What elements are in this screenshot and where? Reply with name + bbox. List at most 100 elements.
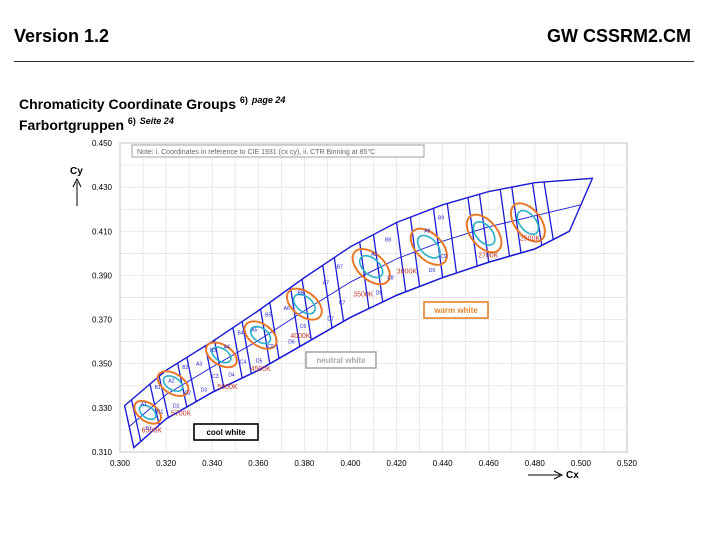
x-tick-label: 0.340 bbox=[202, 459, 223, 468]
macadam-ellipse-outer bbox=[285, 287, 323, 321]
x-tick-label: 0.320 bbox=[156, 459, 177, 468]
warm-white-label: warm white bbox=[433, 306, 478, 315]
bin-label: C3 bbox=[212, 374, 219, 380]
title-german: Farbortgruppen 6) Seite 24 bbox=[19, 116, 174, 133]
bin-label: C8 bbox=[387, 275, 394, 281]
warm-white-box bbox=[423, 301, 489, 319]
macadam-ellipse-inner bbox=[358, 254, 384, 279]
macadam-ellipse-outer bbox=[205, 341, 238, 369]
cct-label: 6500K bbox=[142, 427, 163, 434]
bin-label: C4 bbox=[240, 359, 247, 365]
macadam-ellipse-outer bbox=[156, 370, 190, 397]
y-tick-label: 0.310 bbox=[92, 448, 113, 457]
macadam-ellipse-inner bbox=[138, 404, 157, 421]
bin-label: A8 bbox=[371, 252, 377, 258]
y-tick-label: 0.450 bbox=[92, 139, 113, 148]
y-tick-label: 0.390 bbox=[92, 271, 113, 280]
bin-label: B6 bbox=[297, 290, 303, 296]
macadam-ellipse-inner bbox=[292, 293, 316, 315]
x-tick-label: 0.300 bbox=[110, 459, 131, 468]
cool-white-label: cool white bbox=[206, 428, 246, 437]
cct-label: 2700K bbox=[478, 252, 499, 259]
macadam-ellipse-outer bbox=[133, 399, 162, 425]
bin-label: B4 bbox=[238, 331, 244, 337]
bin-label: D5 bbox=[256, 359, 263, 365]
bin-label: D9 bbox=[429, 268, 436, 274]
x-tick-label: 0.440 bbox=[433, 459, 454, 468]
bin-label: B5 bbox=[265, 313, 271, 319]
bin-label: D4 bbox=[228, 373, 235, 379]
bin-label: A2 bbox=[168, 379, 174, 385]
cct-label: 5700K bbox=[171, 411, 192, 418]
cct-label: 4000K bbox=[290, 333, 311, 340]
bin-label: D3 bbox=[201, 387, 208, 393]
macadam-ellipse-outer bbox=[409, 227, 448, 266]
cct-label: 4500K bbox=[251, 366, 272, 373]
bin-label: D2 bbox=[173, 404, 180, 410]
cct-label: 2500K bbox=[520, 235, 541, 242]
bin-label: C2 bbox=[185, 390, 192, 396]
header-divider bbox=[14, 61, 694, 62]
bin-label: C7 bbox=[339, 301, 346, 307]
bin-label: B3 bbox=[210, 348, 216, 354]
bin-label: A4 bbox=[224, 345, 230, 351]
macadam-ellipse-inner bbox=[472, 221, 496, 246]
x-tick-label: 0.400 bbox=[340, 459, 361, 468]
bin-label: B9 bbox=[438, 216, 444, 222]
title-english: Chromaticity Coordinate Groups 6) page 2… bbox=[19, 95, 286, 112]
bin-label: B2 bbox=[182, 365, 188, 371]
macadam-ellipse-inner bbox=[162, 375, 184, 393]
y-tick-label: 0.370 bbox=[92, 316, 113, 325]
y-tick-label: 0.430 bbox=[92, 183, 113, 192]
document-code: GW CSSRM2.CM bbox=[547, 26, 691, 46]
x-tick-label: 0.360 bbox=[248, 459, 269, 468]
bin-label: C6 bbox=[300, 324, 307, 330]
section-title: Chromaticity Coordinate Groups 6) page 2… bbox=[19, 92, 285, 134]
bin-label: B8 bbox=[385, 238, 391, 244]
macadam-ellipse-outer bbox=[243, 320, 278, 350]
macadam-ellipse-outer bbox=[465, 213, 503, 254]
x-tick-label: 0.460 bbox=[479, 459, 500, 468]
x-tick-label: 0.520 bbox=[617, 459, 638, 468]
bin-label: D1 bbox=[145, 426, 152, 432]
macadam-ellipse-inner bbox=[211, 346, 232, 364]
bin-label: C9 bbox=[440, 254, 447, 260]
macadam-ellipse-outer bbox=[351, 247, 391, 286]
note-box bbox=[131, 144, 425, 158]
bin-divider bbox=[543, 181, 554, 240]
x-axis-label: Cx bbox=[566, 470, 579, 481]
y-tick-label: 0.350 bbox=[92, 360, 113, 369]
bin-label: D8 bbox=[376, 290, 383, 296]
x-tick-label: 0.420 bbox=[387, 459, 408, 468]
y-tick-label: 0.330 bbox=[92, 404, 113, 413]
bin-label: C1 bbox=[157, 409, 164, 415]
macadam-ellipse-outer bbox=[509, 202, 546, 243]
x-tick-label: 0.380 bbox=[294, 459, 315, 468]
y-axis-label: Cy bbox=[70, 166, 83, 177]
cct-label: 5000K bbox=[217, 384, 238, 391]
bin-label: B7 bbox=[337, 264, 343, 270]
bin-label: D6 bbox=[288, 340, 295, 346]
neutral-white-box bbox=[305, 351, 377, 369]
bin-label: A7 bbox=[323, 280, 329, 286]
y-tick-label: 0.410 bbox=[92, 227, 113, 236]
cct-label: 3000K bbox=[397, 269, 418, 276]
cct-label: 3500K bbox=[353, 292, 374, 299]
version-label: Version 1.2 bbox=[14, 26, 110, 46]
macadam-ellipse-inner bbox=[416, 234, 441, 259]
bin-label: A3 bbox=[196, 362, 202, 368]
bin-label: C5 bbox=[267, 344, 274, 350]
y-axis-arrow-head bbox=[72, 177, 82, 188]
bin-label: D7 bbox=[327, 316, 334, 322]
x-tick-label: 0.480 bbox=[525, 459, 546, 468]
neutral-white-label: neutral white bbox=[316, 356, 366, 365]
bin-label: A5 bbox=[251, 328, 257, 334]
bin-band-lower bbox=[133, 230, 570, 449]
x-axis-arrow-head bbox=[553, 470, 564, 480]
bin-label: A1 bbox=[141, 402, 147, 408]
x-tick-label: 0.500 bbox=[571, 459, 592, 468]
macadam-ellipse-inner bbox=[516, 209, 540, 236]
note-text: Note: i. Coordinates in reference to CIE… bbox=[137, 148, 375, 156]
bin-label: B1 bbox=[155, 385, 161, 391]
